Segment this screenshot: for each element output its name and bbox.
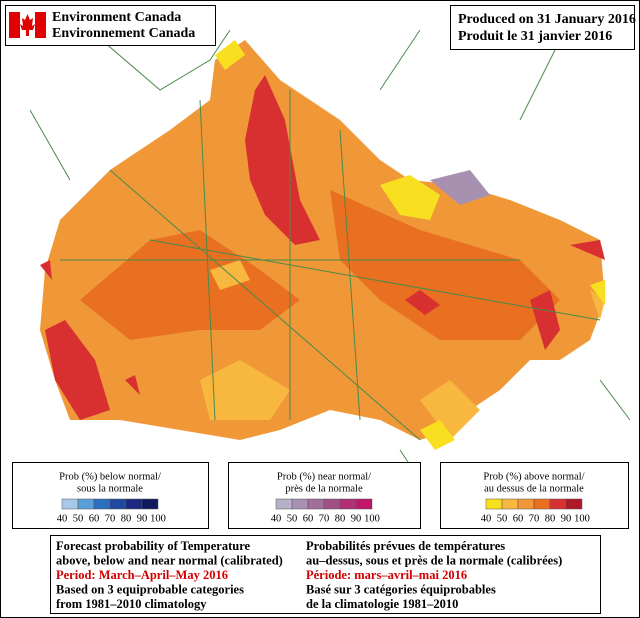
legend-swatch: [125, 498, 143, 510]
footer-line: Basé sur 3 catégories équiprobables: [306, 582, 496, 596]
produced-box: [450, 5, 635, 50]
higher-probability-region: [80, 190, 560, 340]
legend-title: Prob (%) near normal/: [277, 471, 371, 482]
legends: Prob (%) below normal/sous la normale 40 5…: [12, 462, 629, 529]
legend: Prob (%) near normal/près de la normale 4…: [228, 462, 421, 529]
legend-title: Prob (%) above normal/: [483, 471, 584, 482]
legend-label: 60: [89, 513, 100, 524]
graticule: [29, 29, 631, 481]
legend-swatch: [323, 498, 341, 510]
legend-swatch: [517, 498, 535, 510]
legend: Prob (%) below normal/sous la normale 40 5…: [12, 462, 209, 529]
agency-en: Environment Canada: [52, 10, 181, 25]
legend-label: 60: [303, 513, 314, 524]
legend-box: [228, 462, 421, 529]
agency-fr: Environnement Canada: [52, 26, 195, 41]
canada-flag: [9, 12, 46, 38]
legend-swatch: [275, 498, 293, 510]
footer-line: Period: March–April–May 2016: [56, 568, 228, 582]
near-normal-region: [430, 170, 490, 205]
lower-probability-region: [200, 260, 605, 440]
footer-line: Période: mars–avril–mai 2016: [306, 568, 467, 582]
legend-swatch: [61, 498, 79, 510]
boundaries: [60, 90, 601, 441]
legend-label: 70: [105, 513, 116, 524]
legend-label: 50: [73, 513, 84, 524]
legend-subtitle: au dessus de la normale: [484, 483, 584, 494]
legend-swatch: [141, 498, 159, 510]
footer: Forecast probability of Temperatureabove…: [56, 539, 562, 611]
legend-swatch: [355, 498, 373, 510]
legend-swatch: [109, 498, 127, 510]
legend: Prob (%) above normal/au dessus de la no…: [440, 462, 629, 529]
legend-label: 40: [481, 513, 492, 524]
legend-label: 100: [364, 513, 380, 524]
legend-swatch: [549, 498, 567, 510]
footer-line: au–dessus, sous et près de la normale (c…: [306, 553, 562, 567]
maple-leaf: [20, 14, 35, 36]
footer-line: Probabilités prévues de températures: [306, 539, 505, 553]
legend-label: 90: [351, 513, 362, 524]
legend-label: 80: [121, 513, 132, 524]
legend-label: 50: [287, 513, 298, 524]
legend-label: 70: [319, 513, 330, 524]
legend-label: 70: [529, 513, 540, 524]
footer-line: Based on 3 equiprobable categories: [56, 582, 244, 596]
legend-swatch: [533, 498, 551, 510]
legend-title: Prob (%) below normal/: [59, 471, 161, 482]
legend-label: 40: [57, 513, 68, 524]
legend-subtitle: sous la normale: [77, 483, 143, 494]
flag-bar: [9, 12, 20, 38]
legend-box: [12, 462, 209, 529]
legend-swatch: [565, 498, 583, 510]
footer-line: de la climatologie 1981–2010: [306, 597, 458, 611]
legend-label: 100: [574, 513, 590, 524]
legend-label: 60: [513, 513, 524, 524]
legend-label: 80: [545, 513, 556, 524]
legend-label: 90: [561, 513, 572, 524]
legend-label: 90: [137, 513, 148, 524]
footer-line: Forecast probability of Temperature: [56, 539, 251, 553]
legend-label: 80: [335, 513, 346, 524]
flag-bar: [35, 12, 46, 38]
legend-box: [440, 462, 629, 529]
legend-swatch: [501, 498, 519, 510]
legend-swatch: [77, 498, 95, 510]
produced-fr: Produit le 31 janvier 2016: [458, 29, 612, 44]
legend-swatch: [307, 498, 325, 510]
legend-swatch: [485, 498, 503, 510]
footer-box: [50, 535, 601, 614]
legend-subtitle: près de la normale: [285, 483, 363, 494]
map: [29, 29, 631, 481]
high-probability-region: [40, 75, 605, 420]
legend-label: 40: [271, 513, 282, 524]
produced-en: Produced on 31 January 2016: [458, 12, 636, 27]
legend-label: 100: [150, 513, 166, 524]
footer-line: above, below and near normal (calibrated…: [56, 553, 283, 567]
legend-swatch: [93, 498, 111, 510]
legend-label: 50: [497, 513, 508, 524]
legend-swatch: [291, 498, 309, 510]
footer-line: from 1981–2010 climatology: [56, 597, 207, 611]
legend-swatch: [339, 498, 357, 510]
